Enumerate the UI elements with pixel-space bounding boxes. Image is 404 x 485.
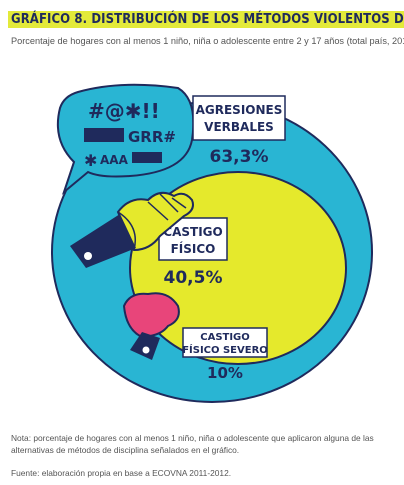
chart-title: GRÁFICO 8. DISTRIBUCIÓN DE LOS MÉTODOS V… <box>8 11 404 28</box>
label-agresiones-line-1: AGRESIONES <box>196 103 283 117</box>
value-agresiones: 63,3% <box>210 147 269 167</box>
speech-text-line-1: #@✱!! <box>88 99 160 123</box>
speech-bubble: #@✱!! GRR# ✱ AAA <box>56 83 195 196</box>
label-severo-line-1: CASTIGO <box>200 332 250 343</box>
label-castigo-line-1: CASTIGO <box>163 225 222 239</box>
speech-text-line-3: AAA <box>100 153 129 167</box>
scribble-1 <box>84 128 124 142</box>
value-castigo-fisico: 40,5% <box>164 268 223 288</box>
chart-source: Fuente: elaboración propia en base a ECO… <box>11 468 232 478</box>
scribble-2 <box>132 152 162 163</box>
speech-text-line-2: GRR# <box>128 128 176 146</box>
value-castigo-severo: 10% <box>207 364 243 382</box>
label-castigo-line-2: FÍSICO <box>171 241 216 256</box>
chart-note: Nota: porcentaje de hogares con al menos… <box>11 433 374 455</box>
chart-subtitle: Porcentaje de hogares con al menos 1 niñ… <box>11 36 404 46</box>
speech-asterisk: ✱ <box>84 151 97 170</box>
chart-title-wrap: GRÁFICO 8. DISTRIBUCIÓN DE LOS MÉTODOS V… <box>8 10 404 28</box>
label-agresiones-line-2: VERBALES <box>204 120 274 134</box>
pink-hand-icon <box>122 292 180 360</box>
label-box-agresiones <box>192 95 286 141</box>
label-box-castigo-severo <box>182 327 268 358</box>
label-severo-line-2: FÍSICO SEVERO <box>182 343 268 356</box>
yellow-hand-icon <box>70 191 194 268</box>
